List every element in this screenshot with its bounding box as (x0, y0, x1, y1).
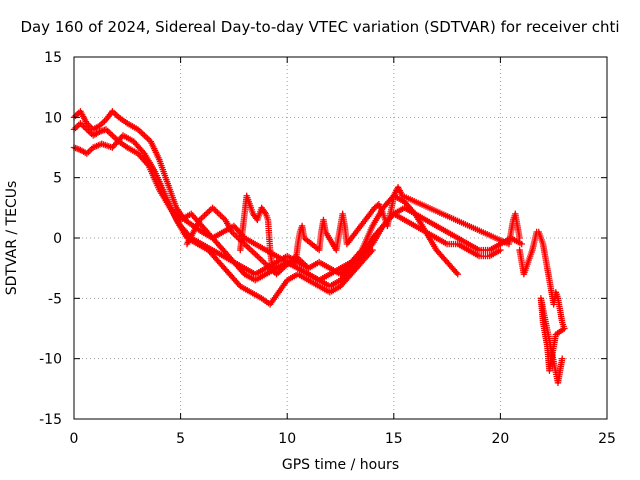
series-track-D (166, 192, 461, 278)
x-tick-label: 15 (385, 431, 403, 447)
y-tick-label: 10 (44, 110, 62, 126)
y-tick-label: -5 (48, 291, 62, 307)
y-tick-label: -15 (39, 412, 62, 428)
x-tick-label: 5 (176, 431, 185, 447)
chart-title: Day 160 of 2024, Sidereal Day-to-day VTE… (20, 18, 620, 36)
y-tick-label: 5 (53, 171, 62, 187)
gridlines (74, 57, 607, 419)
x-tick-label: 25 (598, 431, 616, 447)
data-point (369, 246, 376, 254)
series-track-B (70, 120, 504, 290)
series-spikes (237, 184, 523, 272)
x-tick-label: 20 (491, 431, 509, 447)
data-markers (70, 108, 568, 386)
data-point (516, 234, 523, 242)
x-tick-label: 0 (70, 431, 79, 447)
x-axis-label: GPS time / hours (281, 457, 400, 473)
data-point (497, 246, 504, 254)
axes: 0 5 10 15 20 25 -15 -10 -5 0 5 10 15 (39, 50, 616, 447)
y-tick-label: 0 (53, 231, 62, 247)
y-tick-label: 15 (44, 50, 62, 66)
series-late-tail (516, 228, 568, 386)
x-tick-label: 10 (278, 431, 296, 447)
y-tick-label: -10 (39, 352, 62, 368)
data-point (305, 264, 312, 272)
data-point (454, 271, 461, 278)
series-track-C (70, 132, 376, 308)
data-point (559, 355, 566, 362)
data-point (518, 240, 525, 248)
